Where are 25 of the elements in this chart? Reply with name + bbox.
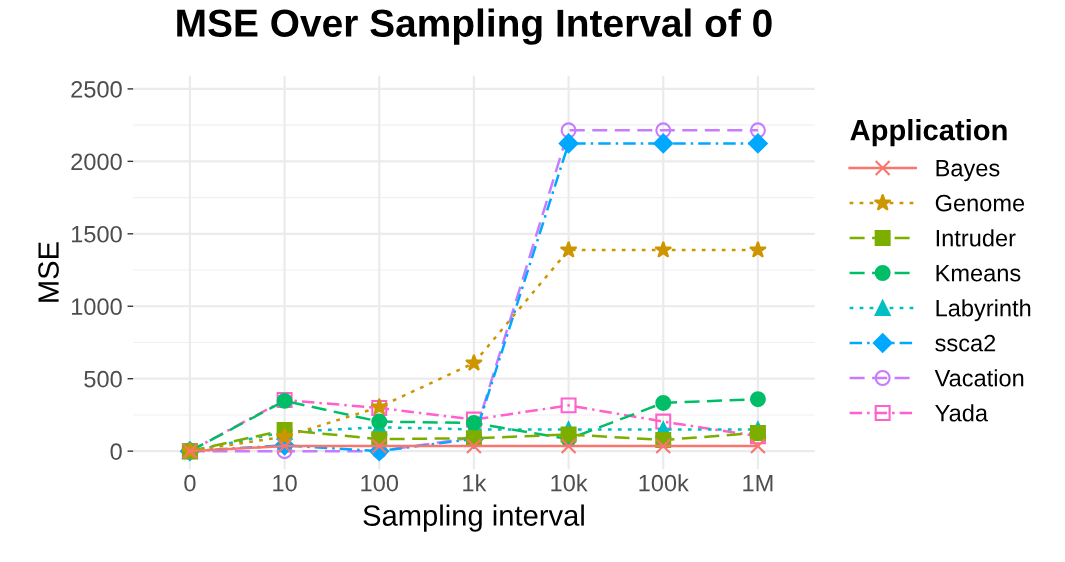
y-tick-label: 2000	[71, 153, 122, 171]
y-tick-label: 2500	[71, 80, 122, 98]
x-axis-title: Sampling interval	[363, 504, 584, 532]
legend-label: Bayes	[936, 160, 1000, 182]
y-axis-title: MSE	[38, 242, 59, 302]
y-tick-label: 1500	[71, 225, 122, 243]
y-tick-label: 500	[84, 370, 122, 388]
legend-label: ssca2	[935, 334, 996, 352]
x-tick-label: 1k	[463, 474, 487, 492]
y-tick-label: 0	[110, 443, 122, 460]
legend-label: Labyrinth	[936, 299, 1031, 322]
legend-label: Yada	[935, 404, 989, 422]
x-tick-label: 0	[184, 474, 196, 492]
x-tick-label: 100	[361, 474, 399, 492]
x-tick-label: 10k	[551, 474, 588, 492]
legend-label: Genome	[935, 194, 1025, 212]
x-tick-label: 100k	[639, 474, 689, 492]
legend-label: Vacation	[934, 369, 1024, 387]
legend-title: Application	[850, 118, 1007, 147]
chart-title: MSE Over Sampling Interval of 0	[177, 8, 772, 45]
x-tick-label: 1M	[743, 475, 773, 492]
legend-label: Intruder	[936, 229, 1016, 247]
legend-label: Kmeans	[936, 265, 1021, 282]
x-tick-label: 10	[273, 474, 297, 492]
y-tick-label: 1000	[71, 298, 122, 316]
